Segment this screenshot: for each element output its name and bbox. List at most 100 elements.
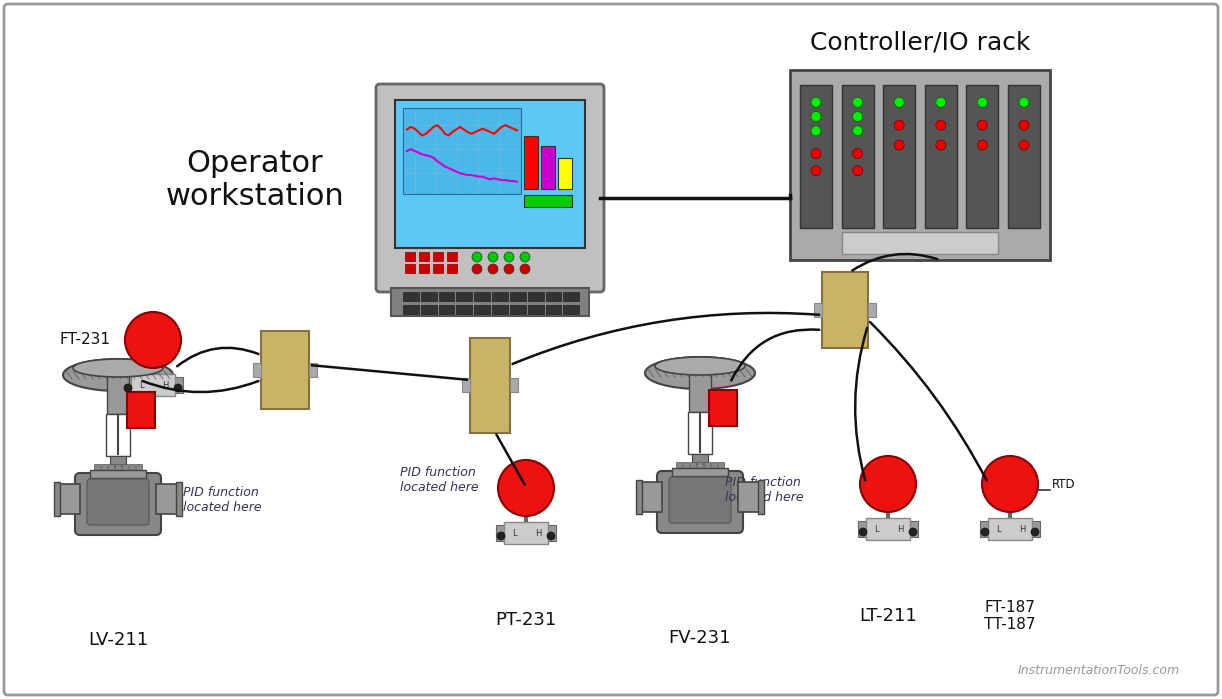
Bar — [545, 305, 561, 314]
Bar — [456, 305, 472, 314]
FancyBboxPatch shape — [657, 471, 743, 533]
FancyBboxPatch shape — [87, 479, 149, 525]
Bar — [439, 292, 455, 301]
Bar — [474, 292, 490, 301]
Bar — [439, 305, 455, 314]
Text: LT-211: LT-211 — [859, 607, 916, 625]
Bar — [719, 462, 723, 468]
Bar — [738, 482, 763, 512]
Bar — [563, 305, 579, 314]
Bar — [709, 390, 737, 426]
Bar — [546, 525, 556, 541]
Bar — [403, 108, 521, 194]
FancyBboxPatch shape — [4, 4, 1218, 695]
Bar — [510, 305, 525, 314]
Bar — [90, 470, 145, 478]
Bar — [309, 363, 316, 377]
Bar — [558, 158, 572, 189]
Circle shape — [521, 252, 530, 262]
Ellipse shape — [64, 359, 174, 391]
Circle shape — [547, 532, 555, 540]
Ellipse shape — [645, 357, 755, 389]
Bar — [108, 464, 114, 470]
Bar — [683, 462, 689, 468]
Bar — [253, 363, 262, 377]
Bar — [419, 264, 429, 273]
Circle shape — [488, 252, 499, 262]
FancyBboxPatch shape — [376, 84, 604, 292]
Bar — [711, 462, 717, 468]
Ellipse shape — [655, 357, 745, 375]
Bar — [688, 412, 712, 454]
Bar — [868, 303, 876, 317]
Bar — [635, 480, 642, 514]
Text: PID function
located here: PID function located here — [400, 466, 479, 494]
Circle shape — [521, 264, 530, 274]
FancyBboxPatch shape — [668, 477, 731, 523]
Bar — [433, 264, 444, 273]
Bar — [496, 525, 506, 541]
Circle shape — [503, 252, 514, 262]
Bar — [403, 292, 419, 301]
Text: LV-211: LV-211 — [88, 631, 148, 649]
Bar — [447, 252, 457, 261]
Bar — [101, 464, 108, 470]
Text: L: L — [138, 380, 143, 389]
Bar — [433, 252, 444, 261]
Bar — [420, 292, 436, 301]
Text: Controller/IO rack: Controller/IO rack — [810, 30, 1030, 54]
Bar — [94, 464, 100, 470]
Bar — [110, 456, 126, 466]
Circle shape — [811, 112, 821, 122]
Bar — [858, 521, 868, 537]
Bar — [989, 518, 1033, 540]
Circle shape — [978, 97, 987, 108]
Text: L: L — [996, 524, 1001, 533]
Bar — [404, 252, 415, 261]
Bar — [1008, 85, 1040, 228]
Bar — [528, 292, 544, 301]
Circle shape — [811, 126, 821, 136]
Circle shape — [936, 140, 946, 150]
Circle shape — [503, 264, 514, 274]
Circle shape — [1031, 528, 1039, 536]
Bar — [447, 264, 457, 273]
Text: PT-231: PT-231 — [495, 611, 557, 629]
Circle shape — [811, 166, 821, 175]
Circle shape — [853, 112, 863, 122]
Bar — [115, 464, 121, 470]
Text: L: L — [874, 524, 879, 533]
Bar — [822, 272, 868, 348]
Bar — [676, 462, 682, 468]
Bar — [545, 292, 561, 301]
Text: FT-231: FT-231 — [60, 333, 110, 347]
Circle shape — [1019, 97, 1029, 108]
Circle shape — [499, 460, 554, 516]
Ellipse shape — [73, 359, 163, 377]
Circle shape — [123, 384, 132, 392]
Bar — [692, 454, 708, 464]
Circle shape — [853, 149, 863, 159]
Bar — [800, 85, 832, 228]
Circle shape — [497, 532, 505, 540]
Circle shape — [895, 140, 904, 150]
FancyBboxPatch shape — [75, 473, 161, 535]
Text: H: H — [535, 528, 541, 538]
Bar — [503, 522, 547, 544]
Bar — [492, 292, 508, 301]
Bar — [176, 482, 182, 516]
Circle shape — [936, 120, 946, 130]
Bar — [842, 231, 998, 254]
Bar — [419, 252, 429, 261]
Bar — [174, 377, 183, 393]
Bar — [528, 305, 544, 314]
Circle shape — [909, 528, 916, 536]
Bar — [866, 518, 910, 540]
Bar — [1030, 521, 1040, 537]
Circle shape — [811, 97, 821, 108]
Circle shape — [1019, 140, 1029, 150]
Bar — [697, 462, 703, 468]
Bar — [563, 292, 579, 301]
Bar — [54, 482, 60, 516]
Text: FT-187
TT-187: FT-187 TT-187 — [984, 600, 1036, 632]
